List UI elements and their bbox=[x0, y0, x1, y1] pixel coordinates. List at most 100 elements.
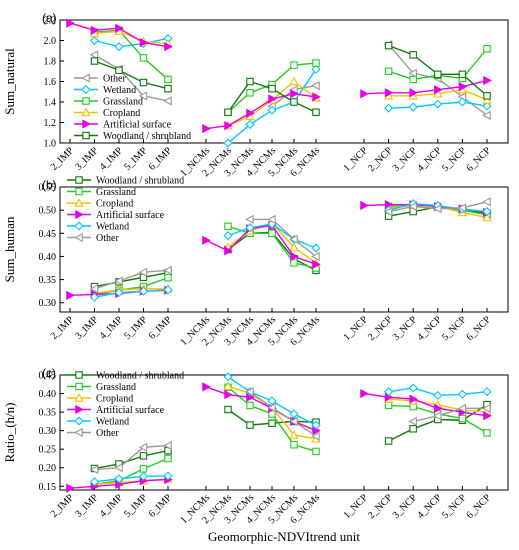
data-point bbox=[163, 265, 172, 275]
data-point bbox=[138, 286, 149, 296]
data-point bbox=[434, 70, 442, 79]
data-point bbox=[432, 204, 442, 214]
data-point bbox=[433, 88, 443, 98]
data-point bbox=[89, 292, 100, 302]
data-point bbox=[268, 94, 277, 104]
legend-label: Artificial surface bbox=[103, 120, 172, 131]
x-tick-label: 3_NCP bbox=[391, 314, 420, 343]
series-artificial-surface bbox=[66, 18, 492, 134]
data-point bbox=[290, 98, 298, 106]
data-point bbox=[289, 409, 299, 419]
y-tick-label: 0.55 bbox=[39, 183, 57, 194]
y-tick-label: 1.2 bbox=[44, 118, 57, 129]
legend-marker bbox=[75, 371, 83, 379]
series-line bbox=[249, 391, 317, 437]
y-tick-label: 0.30 bbox=[39, 426, 57, 437]
data-point bbox=[360, 89, 369, 99]
data-point bbox=[89, 477, 100, 487]
data-point bbox=[164, 454, 172, 463]
data-point bbox=[384, 41, 393, 50]
data-point bbox=[409, 425, 417, 433]
data-point bbox=[164, 84, 172, 93]
x-tick-label: 5_IMP bbox=[122, 145, 150, 173]
x-tick-label: 4_NCP bbox=[415, 145, 444, 174]
data-point bbox=[289, 430, 299, 439]
series-wetland bbox=[89, 372, 492, 487]
data-point bbox=[245, 214, 254, 225]
series-line bbox=[363, 392, 488, 417]
x-tick-label: 2_NCP bbox=[366, 314, 395, 343]
data-point bbox=[224, 120, 233, 131]
data-point bbox=[202, 235, 211, 245]
y-tick-label: 0.25 bbox=[39, 445, 57, 456]
data-point bbox=[311, 251, 320, 262]
x-tick-label: 6_IMP bbox=[147, 145, 175, 173]
legend-marker bbox=[81, 73, 90, 83]
series-line bbox=[94, 60, 169, 90]
data-point bbox=[139, 78, 148, 87]
legend-marker bbox=[74, 427, 83, 438]
y-tick-label: 0.35 bbox=[39, 275, 57, 286]
data-point bbox=[223, 231, 233, 241]
x-tick-label: 1_NCP bbox=[342, 314, 371, 343]
legend-label: Woodland / shrubland bbox=[96, 176, 184, 187]
data-point bbox=[224, 108, 232, 117]
data-point bbox=[163, 96, 172, 106]
data-point bbox=[139, 37, 149, 48]
data-point bbox=[246, 89, 254, 97]
data-point bbox=[223, 138, 233, 148]
x-tick-label: 5_NCP bbox=[440, 145, 469, 174]
legend-marker bbox=[82, 119, 91, 129]
legend-marker bbox=[75, 176, 83, 184]
data-point bbox=[408, 383, 418, 393]
legend-marker bbox=[74, 393, 84, 402]
x-tick-label: 3_NCP bbox=[391, 145, 420, 174]
panel-label: (a) bbox=[42, 11, 57, 25]
data-point bbox=[312, 59, 320, 67]
data-point bbox=[66, 18, 75, 28]
data-point bbox=[483, 429, 491, 437]
x-tick-label: 6_IMP bbox=[147, 314, 175, 342]
series-line bbox=[94, 457, 169, 486]
data-point bbox=[139, 465, 148, 473]
data-point bbox=[267, 105, 277, 115]
data-point bbox=[267, 403, 276, 413]
series-woodland-shrubland bbox=[90, 41, 491, 117]
data-point bbox=[89, 50, 99, 60]
legend-marker bbox=[81, 84, 91, 95]
legend-marker bbox=[82, 97, 90, 105]
legend-marker bbox=[75, 209, 84, 220]
data-point bbox=[138, 442, 148, 452]
x-tick-label: 1_NCP bbox=[342, 492, 371, 521]
data-point bbox=[384, 437, 393, 445]
data-point bbox=[115, 66, 123, 74]
data-point bbox=[89, 35, 100, 46]
series-line bbox=[94, 271, 169, 288]
data-point bbox=[163, 440, 172, 451]
legend-label: Other bbox=[103, 74, 126, 85]
x-tick-label: 4_IMP bbox=[98, 145, 126, 173]
data-point bbox=[458, 70, 467, 79]
data-point bbox=[432, 411, 442, 421]
data-point bbox=[458, 82, 468, 92]
y-tick-label: 1.6 bbox=[44, 77, 57, 88]
data-point bbox=[246, 401, 254, 410]
x-tick-label: 2_IMP bbox=[49, 492, 77, 520]
x-tick-label: 2_IMP bbox=[49, 314, 77, 342]
data-point bbox=[383, 206, 393, 217]
data-point bbox=[224, 405, 232, 414]
data-point bbox=[457, 97, 467, 107]
data-point bbox=[482, 206, 492, 217]
y-tick-label: 0.40 bbox=[39, 252, 57, 263]
data-point bbox=[434, 85, 443, 95]
series-line bbox=[250, 218, 317, 257]
data-point bbox=[245, 387, 254, 397]
y-tick-label: 1.0 bbox=[44, 139, 57, 150]
x-tick-label: 4_NCP bbox=[415, 314, 444, 343]
data-point bbox=[163, 471, 173, 481]
data-point bbox=[384, 67, 393, 76]
series-line bbox=[94, 29, 169, 80]
series-cropland bbox=[89, 381, 492, 489]
legend-label: Wetland bbox=[96, 417, 129, 428]
series-other bbox=[89, 387, 491, 475]
